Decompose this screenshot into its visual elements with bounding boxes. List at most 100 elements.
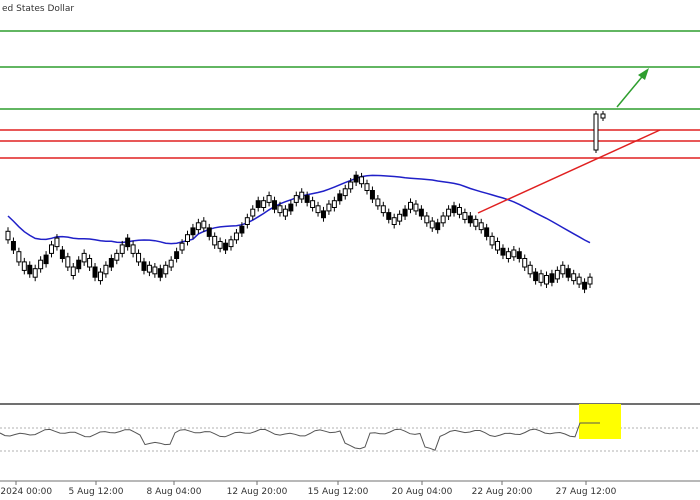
candle-body: [478, 222, 484, 231]
candle-body: [76, 259, 82, 270]
candle-body: [288, 203, 294, 212]
candle-body: [152, 266, 158, 275]
candle-body: [38, 259, 44, 270]
candle-body: [103, 264, 109, 275]
candle-body: [456, 207, 462, 215]
candle-body: [87, 258, 93, 268]
candle-body: [353, 174, 359, 183]
candle-body: [49, 244, 55, 254]
candle-body: [440, 215, 446, 224]
candle-body: [54, 237, 60, 248]
candle-body: [489, 235, 495, 246]
candle-body: [593, 113, 599, 151]
candle-body: [108, 258, 114, 268]
candle-body: [418, 208, 424, 217]
candle-body: [315, 205, 321, 214]
x-axis-label: 5 Aug 12:00: [69, 487, 124, 497]
candle-body: [16, 251, 22, 263]
candle-body: [277, 205, 283, 214]
candle-body: [527, 264, 533, 275]
candle-body: [282, 208, 288, 217]
candle-body: [543, 275, 549, 285]
candle-body: [146, 264, 152, 273]
candle-body: [571, 273, 577, 282]
candles-layer: [5, 111, 606, 294]
candle-body: [195, 222, 201, 231]
candle-body: [125, 237, 131, 248]
candle-body: [467, 215, 473, 224]
candle-body: [554, 269, 560, 280]
candle-body: [560, 264, 566, 275]
candle-body: [266, 195, 272, 203]
candle-body: [348, 181, 354, 190]
candle-body: [201, 220, 207, 229]
candle-body: [21, 261, 27, 271]
candle-body: [565, 268, 571, 278]
candle-body: [402, 208, 408, 217]
candle-body: [495, 241, 501, 251]
candle-body: [293, 195, 299, 203]
price-levels: [0, 30, 700, 159]
target-arrow-line: [616, 71, 647, 108]
target-arrow-head: [638, 68, 649, 80]
oscillator-highlight: [579, 404, 621, 439]
candle-body: [500, 247, 506, 256]
chart-title: ed States Dollar: [2, 4, 74, 14]
candle-body: [255, 200, 261, 208]
candle-body: [511, 249, 517, 258]
x-axis-label: 8 Aug 04:00: [147, 487, 202, 497]
candle-body: [587, 276, 593, 285]
candle-body: [342, 188, 348, 197]
candle-body: [272, 200, 278, 210]
candle-body: [190, 227, 196, 236]
candle-body: [446, 208, 452, 217]
candle-body: [43, 254, 49, 265]
candle-body: [10, 241, 16, 251]
candle-body: [337, 193, 343, 202]
candle-body: [223, 242, 229, 251]
candle-body: [206, 227, 212, 237]
candle-body: [299, 191, 305, 200]
candle-body: [168, 259, 174, 268]
candle-body: [5, 230, 11, 241]
trend-layer: [477, 68, 661, 214]
candle-body: [386, 212, 392, 220]
candle-body: [462, 212, 468, 220]
candle-body: [233, 232, 239, 241]
oscillator-line: [0, 422, 600, 451]
x-axis-label: 15 Aug 12:00: [308, 487, 369, 497]
candle-body: [538, 273, 544, 283]
candle-body: [239, 225, 245, 234]
candle-body: [32, 268, 38, 278]
oscillator-layer: [0, 404, 621, 451]
candle-body: [65, 256, 71, 268]
candle-body: [174, 251, 180, 259]
candle-body: [364, 183, 370, 191]
candle-body: [304, 195, 310, 203]
candle-body: [92, 266, 98, 278]
candle-body: [424, 215, 430, 224]
candle-body: [484, 227, 490, 237]
candle-body: [310, 200, 316, 208]
candle-body: [157, 268, 163, 278]
candle-body: [70, 266, 76, 276]
candle-body: [359, 176, 365, 185]
x-axis-label: 22 Aug 20:00: [472, 487, 533, 497]
candle-body: [473, 218, 479, 227]
candle-body: [375, 198, 381, 207]
candle-body: [331, 200, 337, 208]
candle-body: [391, 217, 397, 225]
candle-body: [408, 201, 414, 210]
candle-body: [261, 200, 267, 208]
candle-body: [179, 242, 185, 251]
candle-body: [369, 190, 375, 200]
candle-body: [27, 264, 33, 275]
candle-body: [130, 244, 136, 254]
candle-body: [451, 205, 457, 214]
candle-body: [114, 252, 120, 261]
candle-body: [582, 281, 588, 290]
candle-body: [600, 113, 606, 119]
candle-body: [228, 239, 234, 248]
candle-body: [576, 276, 582, 285]
candle-body: [522, 258, 528, 268]
